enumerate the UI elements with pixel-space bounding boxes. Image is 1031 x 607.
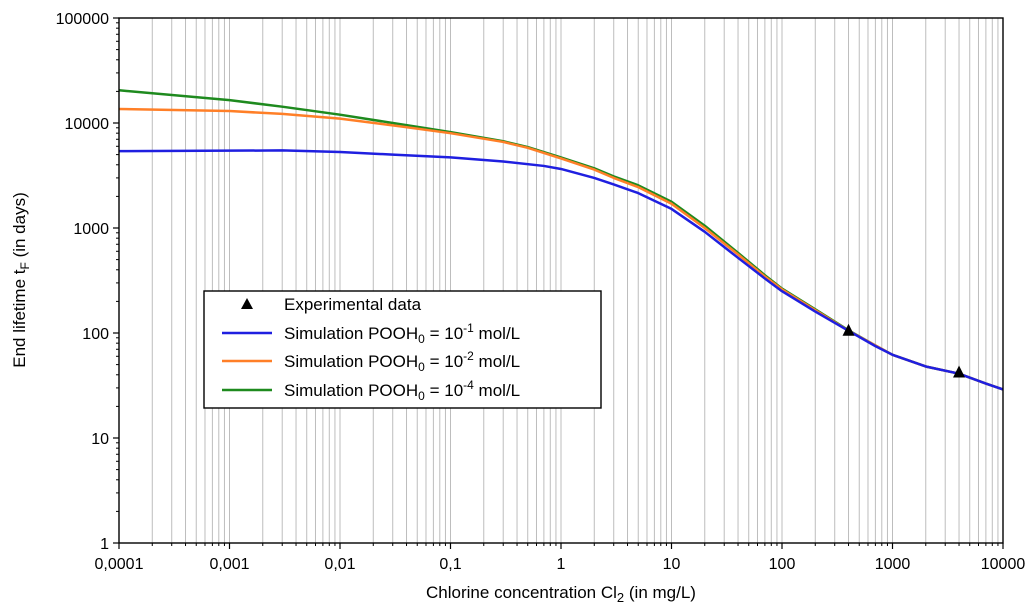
y-tick-label: 1 xyxy=(100,536,109,553)
y-tick-label: 10000 xyxy=(65,116,110,133)
series-line-1 xyxy=(118,149,1004,391)
y-tick-label: 100 xyxy=(82,326,109,343)
x-axis-label: Chlorine concentration Cl2 (in mg/L) xyxy=(426,583,696,605)
legend: Experimental data Simulation POOH0 = 10-… xyxy=(203,290,602,409)
x-tick-label: 10 xyxy=(663,556,681,573)
experimental-point xyxy=(842,323,855,336)
legend-box xyxy=(203,290,602,409)
legend-label-experimental: Experimental data xyxy=(284,295,422,314)
y-tick-label: 1000 xyxy=(73,221,109,238)
legend-label-series-3: Simulation POOH0 = 10-4 mol/L xyxy=(284,378,520,403)
experimental-point xyxy=(953,365,966,378)
x-axis: 0,0001 0,001 0,01 0,1 1 10 100 1000 10000 xyxy=(95,543,1026,573)
legend-marker-triangle-icon xyxy=(241,298,253,309)
x-tick-label: 0,01 xyxy=(324,556,355,573)
x-tick-label: 0,1 xyxy=(439,556,461,573)
legend-label-series-1: Simulation POOH0 = 10-1 mol/L xyxy=(284,321,520,346)
y-axis-label: End lifetime tF (in days) xyxy=(10,192,32,368)
x-tick-label: 1000 xyxy=(875,556,911,573)
legend-label-series-2: Simulation POOH0 = 10-2 mol/L xyxy=(284,349,520,374)
y-axis: 1 10 100 1000 10000 100000 xyxy=(56,11,119,553)
x-tick-label: 0,0001 xyxy=(95,556,144,573)
x-tick-label: 10000 xyxy=(981,556,1026,573)
x-tick-label: 100 xyxy=(769,556,796,573)
y-tick-label: 100000 xyxy=(56,11,109,28)
y-tick-label: 10 xyxy=(91,431,109,448)
experimental-markers xyxy=(842,323,966,378)
x-tick-label: 0,001 xyxy=(209,556,249,573)
x-tick-label: 1 xyxy=(557,556,566,573)
series-lines xyxy=(118,89,1004,391)
